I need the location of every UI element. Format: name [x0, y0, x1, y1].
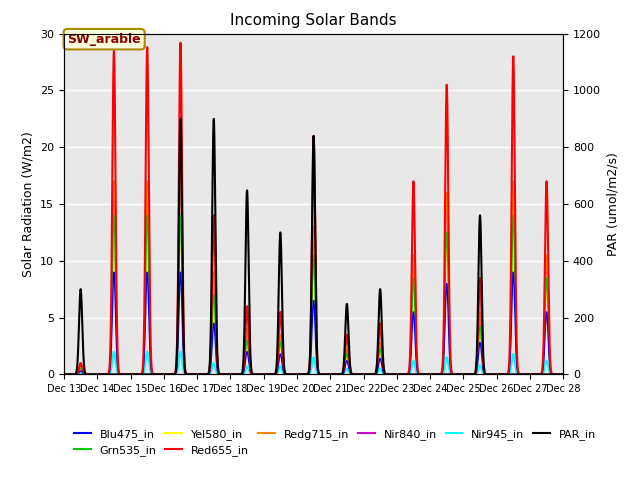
Nir840_in [177, 173, 184, 179]
PAR_in [60, 372, 68, 377]
Text: SW_arable: SW_arable [67, 33, 141, 46]
Grn535_in [533, 372, 541, 377]
Legend: Blu475_in, Grn535_in, Yel580_in, Red655_in, Redg715_in, Nir840_in, Nir945_in, PA: Blu475_in, Grn535_in, Yel580_in, Red655_… [70, 424, 600, 460]
Yel580_in [158, 372, 166, 377]
Blu475_in [60, 372, 68, 377]
Nir840_in [63, 372, 70, 377]
Line: Grn535_in: Grn535_in [64, 216, 563, 374]
Redg715_in [177, 173, 184, 179]
Blu475_in [304, 372, 312, 377]
Grn535_in [110, 213, 118, 218]
Grn535_in [63, 372, 70, 377]
Blu475_in [559, 372, 567, 377]
Nir945_in [63, 372, 70, 377]
Redg715_in [158, 372, 166, 377]
Line: Blu475_in: Blu475_in [64, 272, 563, 374]
Nir840_in [533, 372, 541, 377]
Nir840_in [90, 372, 98, 377]
Yel580_in [63, 372, 70, 377]
Redg715_in [90, 372, 98, 377]
PAR_in [538, 372, 545, 377]
Nir945_in [304, 372, 312, 377]
PAR_in [63, 372, 70, 377]
Yel580_in [559, 372, 567, 377]
Line: Nir945_in: Nir945_in [64, 352, 563, 374]
Yel580_in [177, 218, 184, 224]
PAR_in [90, 372, 98, 377]
Blu475_in [90, 372, 98, 377]
Red655_in [304, 371, 312, 377]
Redg715_in [304, 371, 312, 377]
Yel580_in [81, 372, 88, 377]
Yel580_in [533, 372, 541, 377]
Red655_in [177, 40, 184, 46]
Blu475_in [158, 372, 166, 377]
Line: Redg715_in: Redg715_in [64, 176, 563, 374]
Blu475_in [110, 269, 118, 275]
Grn535_in [60, 372, 68, 377]
PAR_in [559, 372, 567, 377]
Yel580_in [90, 372, 98, 377]
Redg715_in [559, 372, 567, 377]
Redg715_in [60, 372, 68, 377]
Grn535_in [559, 372, 567, 377]
Y-axis label: Solar Radiation (W/m2): Solar Radiation (W/m2) [22, 131, 35, 277]
Y-axis label: PAR (umol/m2/s): PAR (umol/m2/s) [607, 152, 620, 256]
Grn535_in [90, 372, 98, 377]
Yel580_in [60, 372, 68, 377]
PAR_in [177, 116, 184, 122]
Nir945_in [533, 372, 541, 377]
PAR_in [304, 371, 312, 377]
Line: Nir840_in: Nir840_in [64, 176, 563, 374]
Redg715_in [63, 372, 70, 377]
Yel580_in [304, 371, 312, 377]
Nir945_in [60, 372, 68, 377]
Nir840_in [559, 372, 567, 377]
Nir840_in [158, 372, 166, 377]
Red655_in [559, 372, 567, 377]
Grn535_in [158, 372, 166, 377]
Nir945_in [81, 372, 88, 377]
Title: Incoming Solar Bands: Incoming Solar Bands [230, 13, 397, 28]
Nir945_in [158, 372, 166, 377]
Blu475_in [63, 372, 70, 377]
Red655_in [90, 372, 98, 377]
Red655_in [63, 372, 70, 377]
Nir945_in [110, 349, 118, 355]
Line: PAR_in: PAR_in [64, 119, 563, 374]
Redg715_in [533, 372, 541, 377]
PAR_in [81, 368, 88, 374]
Blu475_in [81, 372, 88, 377]
PAR_in [533, 372, 541, 377]
Line: Yel580_in: Yel580_in [64, 221, 563, 374]
Redg715_in [81, 371, 88, 377]
Nir840_in [304, 371, 312, 377]
Grn535_in [304, 371, 312, 377]
Blu475_in [533, 372, 541, 377]
Nir945_in [559, 372, 567, 377]
Line: Red655_in: Red655_in [64, 43, 563, 374]
Nir945_in [90, 372, 98, 377]
Red655_in [81, 371, 88, 377]
Red655_in [533, 372, 541, 377]
Grn535_in [81, 372, 88, 377]
Nir840_in [81, 371, 88, 377]
Red655_in [158, 372, 166, 377]
PAR_in [158, 372, 166, 377]
Nir840_in [60, 372, 68, 377]
Red655_in [60, 372, 68, 377]
